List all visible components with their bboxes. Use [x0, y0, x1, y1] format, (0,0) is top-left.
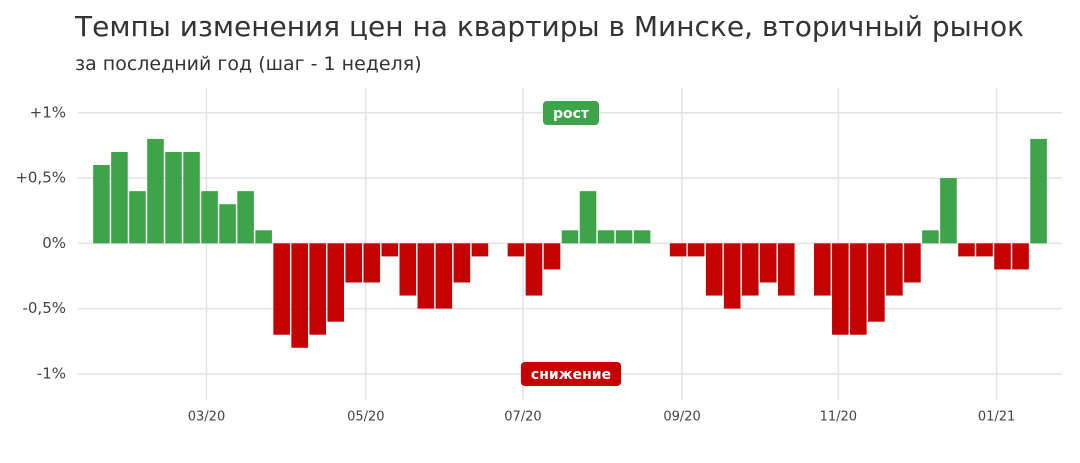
- bar: [741, 243, 759, 296]
- bar: [291, 243, 308, 348]
- bar: [723, 243, 741, 309]
- bar: [399, 243, 417, 296]
- bar: [868, 243, 885, 322]
- bar: [453, 243, 471, 283]
- y-tick-label: +1%: [30, 103, 66, 121]
- bar: [237, 191, 254, 244]
- bar: [850, 243, 867, 335]
- bar: [814, 243, 831, 296]
- bar: [201, 191, 218, 244]
- bar: [904, 243, 921, 283]
- annotation-badge: [520, 362, 622, 386]
- bar: [183, 151, 200, 244]
- bar: [165, 151, 182, 244]
- bar: [777, 243, 795, 296]
- bar: [327, 243, 345, 322]
- chart-title: Темпы изменения цен на квартиры в Минске…: [74, 10, 1024, 43]
- x-tick-label: 07/20: [504, 410, 541, 425]
- annotation: рост: [553, 106, 590, 122]
- x-tick-label: 05/20: [347, 410, 384, 425]
- bar: [1030, 138, 1047, 244]
- bar: [597, 230, 615, 244]
- y-tick-label: -1%: [37, 364, 66, 382]
- bar: [471, 243, 489, 257]
- bar: [273, 243, 290, 335]
- bar: [129, 191, 146, 244]
- annotation-badge: [542, 101, 600, 125]
- x-tick-label: 03/20: [188, 410, 225, 425]
- bar: [381, 243, 399, 257]
- bar: [111, 151, 128, 244]
- bar: [93, 165, 110, 244]
- bar: [525, 243, 543, 296]
- annotation: снижение: [531, 367, 611, 383]
- bar: [705, 243, 723, 296]
- x-tick-label: 01/21: [978, 410, 1015, 425]
- bar: [255, 230, 272, 244]
- bar: [669, 243, 687, 257]
- y-tick-label: 0%: [42, 234, 66, 252]
- x-tick-label: 09/20: [663, 410, 700, 425]
- bar: [147, 138, 164, 244]
- bar: [886, 243, 903, 296]
- bar: [543, 243, 561, 270]
- bar: [579, 191, 597, 244]
- bar: [687, 243, 705, 257]
- y-tick-label: -0,5%: [22, 299, 66, 317]
- bar: [940, 178, 957, 244]
- bar: [219, 204, 236, 244]
- chart-subtitle: за последний год (шаг - 1 неделя): [75, 53, 422, 75]
- bar: [633, 230, 651, 244]
- bar: [922, 230, 939, 244]
- bar: [507, 243, 525, 257]
- y-tick-label: +0,5%: [15, 169, 66, 187]
- bar: [417, 243, 435, 309]
- x-tick-label: 11/20: [820, 410, 857, 425]
- bar: [994, 243, 1011, 270]
- bar: [345, 243, 363, 283]
- bar: [759, 243, 777, 283]
- bar: [958, 243, 975, 257]
- bar: [1012, 243, 1029, 270]
- bar: [309, 243, 326, 335]
- bar: [363, 243, 381, 283]
- bar: [615, 230, 633, 244]
- bar: [435, 243, 453, 309]
- bar: [976, 243, 993, 257]
- bar: [561, 230, 579, 244]
- bar: [832, 243, 849, 335]
